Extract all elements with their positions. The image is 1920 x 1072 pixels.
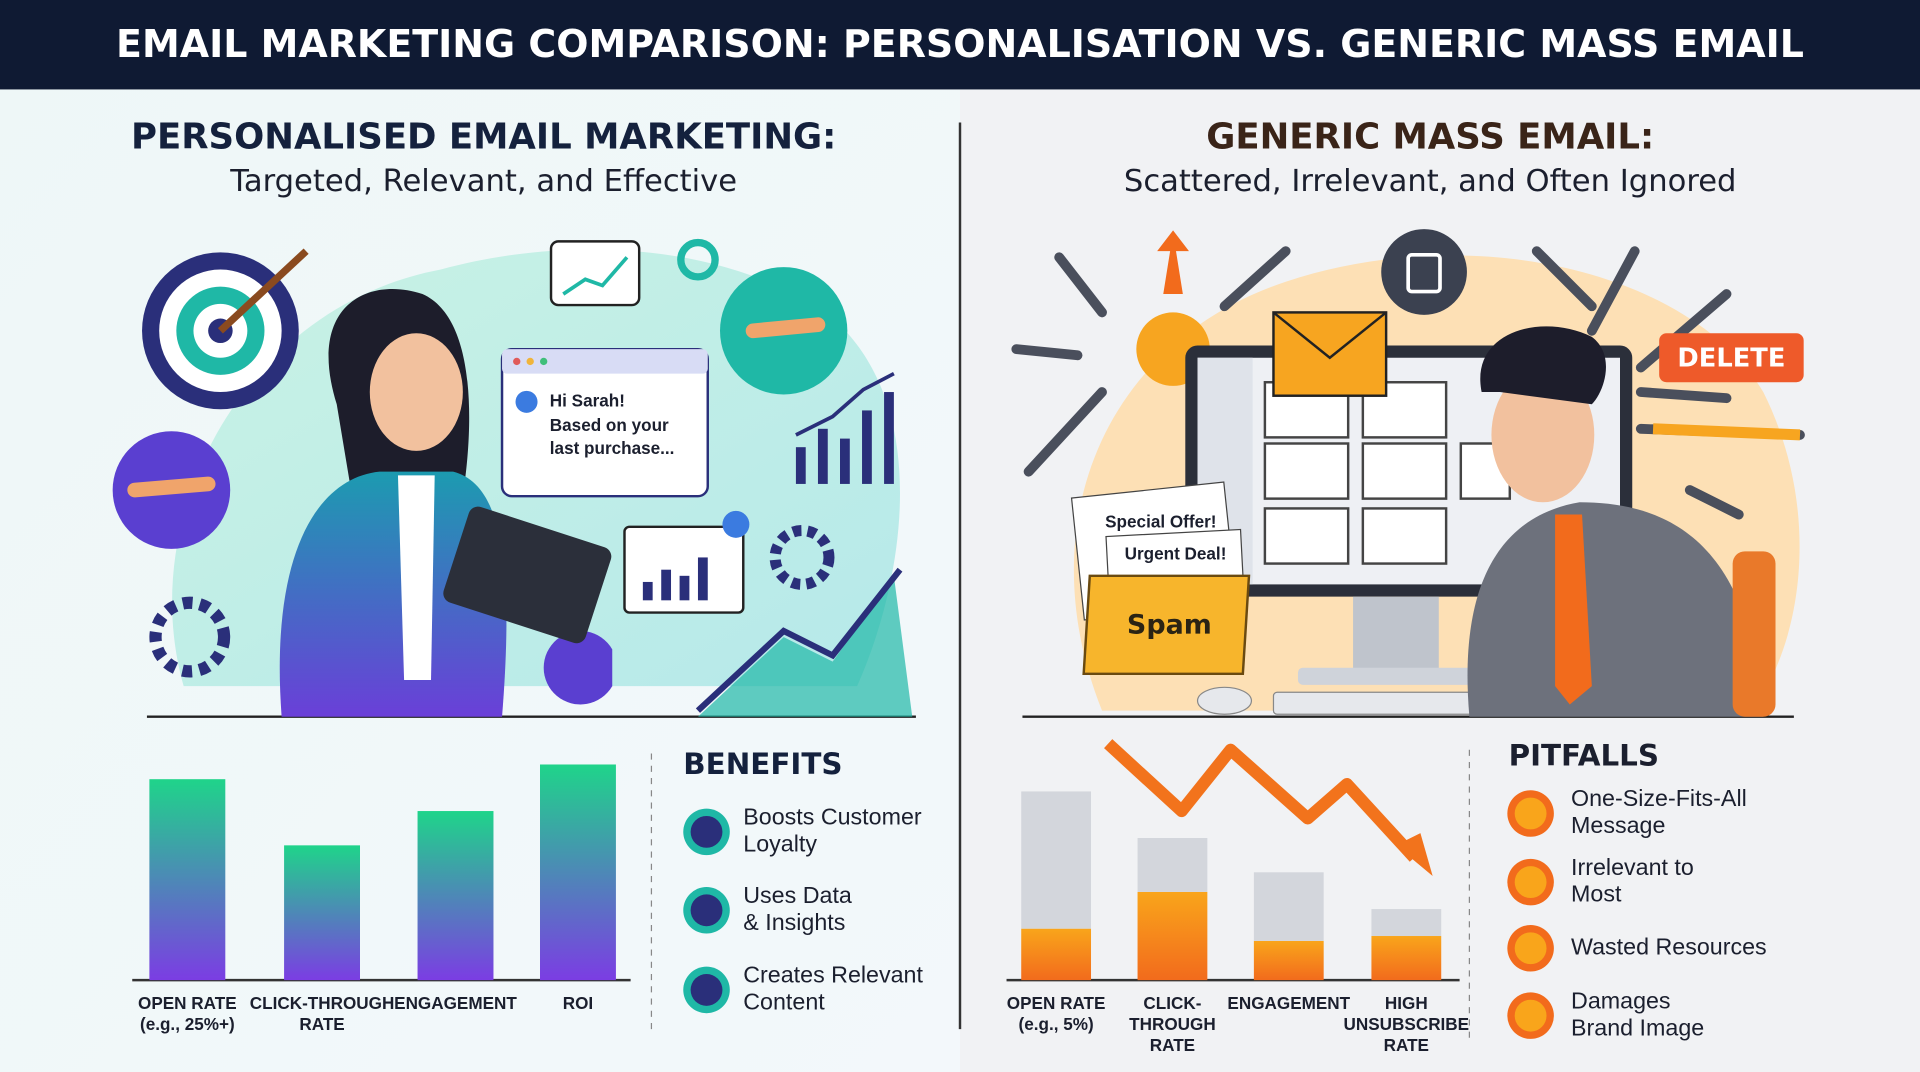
folder-label: Spam <box>1127 610 1212 641</box>
right-heading: GENERIC MASS EMAIL: <box>1206 116 1654 157</box>
x-tick-label: (e.g., 5%) <box>1019 1014 1094 1034</box>
bar <box>149 779 226 981</box>
bar <box>1021 791 1092 929</box>
right-illustration: Special Offer! Urgent Deal! Spam DELETE <box>1011 229 1805 876</box>
x-tick-label: ENGAGEMENT <box>394 993 517 1013</box>
bar <box>1021 928 1092 981</box>
item-icon <box>1514 866 1547 899</box>
left-subheading: Targeted, Relevant, and Effective <box>229 164 737 199</box>
item-icon <box>1514 797 1547 830</box>
benefits-title: BENEFITS <box>683 747 842 781</box>
x-tick-label: ENGAGEMENT <box>1227 993 1350 1013</box>
paper-label: Urgent Deal! <box>1125 544 1227 564</box>
bar <box>1137 837 1208 892</box>
x-tick-label: OPEN RATE <box>138 993 237 1013</box>
list-item: Wasted Resources <box>1571 933 1767 959</box>
left-illustration: Hi Sarah! Based on your last purchase... <box>112 238 916 718</box>
x-tick-label: ROI <box>563 993 593 1013</box>
x-tick-label: OPEN RATE <box>1007 993 1106 1013</box>
bar <box>1253 872 1324 941</box>
title-bar <box>0 0 1920 90</box>
bar <box>417 811 494 981</box>
list-item: Irrelevant to <box>1571 854 1694 880</box>
chat-line: Hi Sarah! <box>550 390 625 410</box>
x-tick-label: CLICK- <box>1143 993 1201 1013</box>
bar <box>1253 940 1324 981</box>
pitfalls-title: PITFALLS <box>1509 739 1659 773</box>
item-icon <box>1514 999 1547 1032</box>
page-title: EMAIL MARKETING COMPARISON: PERSONALISAT… <box>116 22 1804 66</box>
list-item: Uses Data <box>743 882 852 908</box>
chat-line: last purchase... <box>550 438 675 458</box>
paper-label: Special Offer! <box>1105 512 1216 532</box>
list-item: Creates Relevant <box>743 962 923 988</box>
chat-line: Based on your <box>550 415 669 435</box>
list-item: One-Size-Fits-All <box>1571 785 1747 811</box>
right-subheading: Scattered, Irrelevant, and Often Ignored <box>1124 164 1737 199</box>
left-heading: PERSONALISED EMAIL MARKETING: <box>131 116 836 157</box>
item-icon <box>690 815 723 848</box>
bar <box>1371 909 1442 937</box>
list-item: Boosts Customer <box>743 804 922 830</box>
bar <box>540 764 616 981</box>
x-tick-label: CLICK-THROUGH <box>250 993 395 1013</box>
list-item: Content <box>743 989 825 1015</box>
x-tick-label: THROUGH <box>1129 1014 1216 1034</box>
list-item: Loyalty <box>743 830 817 856</box>
list-item: & Insights <box>743 909 845 935</box>
item-icon <box>1514 932 1547 965</box>
item-icon <box>690 894 723 927</box>
x-tick-label: RATE <box>1384 1035 1429 1055</box>
bar <box>1137 891 1208 981</box>
x-tick-label: UNSUBSCRIBE <box>1344 1014 1470 1034</box>
item-icon <box>690 973 723 1006</box>
x-tick-label: (e.g., 25%+) <box>140 1014 235 1034</box>
list-item: Damages <box>1571 987 1671 1013</box>
list-item: Brand Image <box>1571 1014 1704 1040</box>
x-tick-label: HIGH <box>1385 993 1428 1013</box>
list-item: Message <box>1571 812 1665 838</box>
list-item: Most <box>1571 881 1622 907</box>
bar <box>284 845 360 981</box>
bar <box>1371 936 1442 981</box>
x-tick-label: RATE <box>299 1014 344 1034</box>
x-tick-label: RATE <box>1150 1035 1195 1055</box>
delete-button: DELETE <box>1677 343 1785 373</box>
